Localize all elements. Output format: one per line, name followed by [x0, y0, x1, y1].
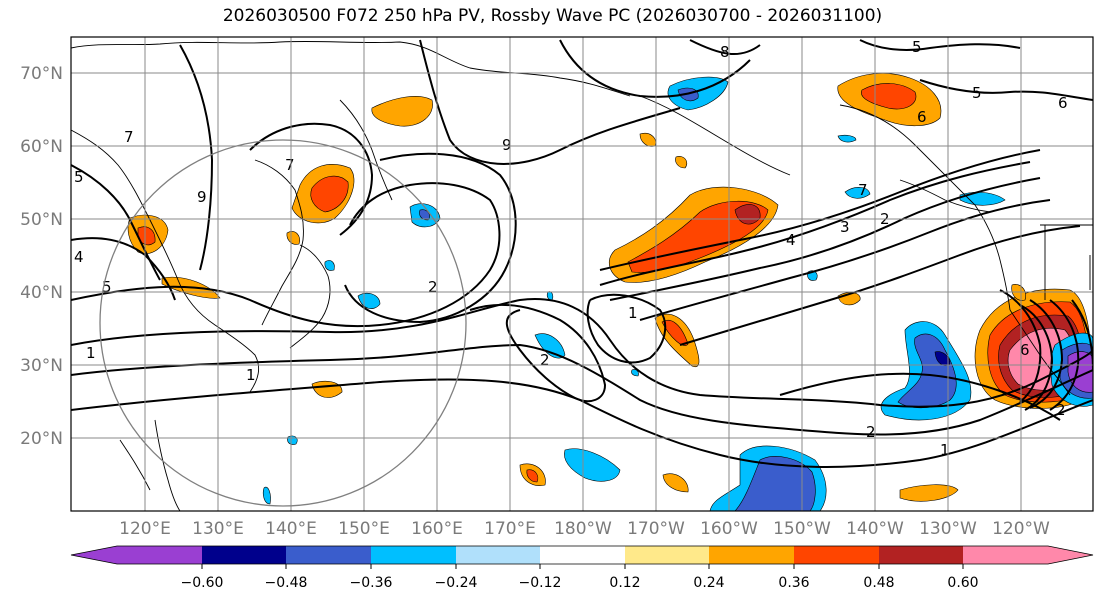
pv-anomaly-fill [127, 73, 1093, 511]
contour-label: 2 [540, 351, 550, 369]
map-frame [70, 36, 1094, 512]
lat-label: 20°N [20, 429, 63, 449]
contour-label: 5 [102, 278, 112, 296]
colorbar-segment [286, 546, 372, 564]
colorbar-segment [540, 546, 626, 564]
colorbar-segment [371, 546, 457, 564]
contour-label: 1 [86, 344, 96, 362]
contour-label: 9 [197, 188, 207, 206]
colorbar-tick-label: 0.48 [863, 575, 894, 591]
lat-label: 70°N [20, 64, 63, 84]
contour-label: 7 [124, 128, 134, 146]
lon-label: 130°W [919, 519, 977, 539]
colorbar-segment [709, 546, 795, 564]
map-title: 2026030500 F072 250 hPa PV, Rossby Wave … [222, 6, 883, 26]
contour-label: 1 [628, 304, 638, 322]
lon-label: 140°E [265, 519, 317, 539]
contour-label: 2 [1056, 401, 1066, 419]
contour-label: 2 [866, 423, 876, 441]
colorbar-segment [625, 546, 710, 564]
contour-label: 4 [74, 248, 84, 266]
contour-labels: 8 5 5 6 7 6 9 9 4 5 5 7 1 2 1 1 2 4 3 2 … [74, 38, 1068, 459]
graticule [71, 37, 1093, 511]
colorbar-tick-label: 0.12 [609, 575, 640, 591]
colorbar-segment [879, 546, 964, 564]
colorbar-tick-label: 0.60 [947, 575, 978, 591]
colorbar-min-extension [71, 546, 117, 564]
region-circle [99, 139, 467, 507]
colorbar-segment [963, 546, 1049, 564]
colorbar-tick-label: −0.12 [519, 575, 562, 591]
contour-label: 5 [74, 168, 84, 186]
colorbar-tick-label: −0.60 [181, 575, 224, 591]
contour-label: 1 [940, 441, 950, 459]
colorbar-tick-label: −0.36 [350, 575, 393, 591]
lon-label: 160°E [411, 519, 463, 539]
contour-label: 7 [858, 181, 868, 199]
lon-label: 150°E [338, 519, 390, 539]
lat-label: 60°N [20, 137, 63, 157]
contour-label: 5 [972, 84, 982, 102]
contour-label: 6 [1020, 341, 1030, 359]
colorbar-tick-label: 0.24 [693, 575, 724, 591]
lon-label: 120°W [992, 519, 1050, 539]
lat-label: 30°N [20, 356, 63, 376]
lat-label: 50°N [20, 210, 63, 230]
contour-label: 9 [502, 136, 512, 154]
colorbar-segment [117, 546, 203, 564]
longitude-labels: 120°E 130°E 140°E 150°E 160°E 170°E 180°… [119, 519, 1050, 539]
lon-label: 170°W [627, 519, 685, 539]
colorbar-tick-label: −0.24 [435, 575, 478, 591]
contour-label: 1 [246, 366, 256, 384]
contour-label: 7 [285, 156, 295, 174]
lon-label: 120°E [119, 519, 171, 539]
contour-label: 2 [428, 278, 438, 296]
colorbar-outline [70, 545, 1094, 565]
colorbar: −0.60 −0.48 −0.36 −0.24 −0.12 0.12 0.24 … [70, 545, 1094, 591]
contour-label: 8 [720, 43, 730, 61]
lon-label: 150°W [773, 519, 831, 539]
colorbar-segment [456, 546, 541, 564]
contour-label: 5 [912, 38, 922, 56]
contour-label: 6 [917, 108, 927, 126]
colorbar-tick-label: −0.48 [265, 575, 308, 591]
contour-label: 4 [786, 231, 796, 249]
contour-label: 6 [1058, 94, 1068, 112]
colorbar-max-extension [1048, 546, 1093, 564]
lon-label: 170°E [484, 519, 536, 539]
latitude-labels: 70°N 60°N 50°N 40°N 30°N 20°N [20, 64, 63, 449]
lon-label: 180°W [554, 519, 612, 539]
colorbar-segment [794, 546, 880, 564]
lon-label: 140°W [846, 519, 904, 539]
lon-label: 160°W [700, 519, 758, 539]
lon-label: 130°E [192, 519, 244, 539]
contour-label: 3 [840, 218, 850, 236]
colorbar-segment [202, 546, 287, 564]
lat-label: 40°N [20, 283, 63, 303]
colorbar-tick-label: 0.36 [778, 575, 809, 591]
